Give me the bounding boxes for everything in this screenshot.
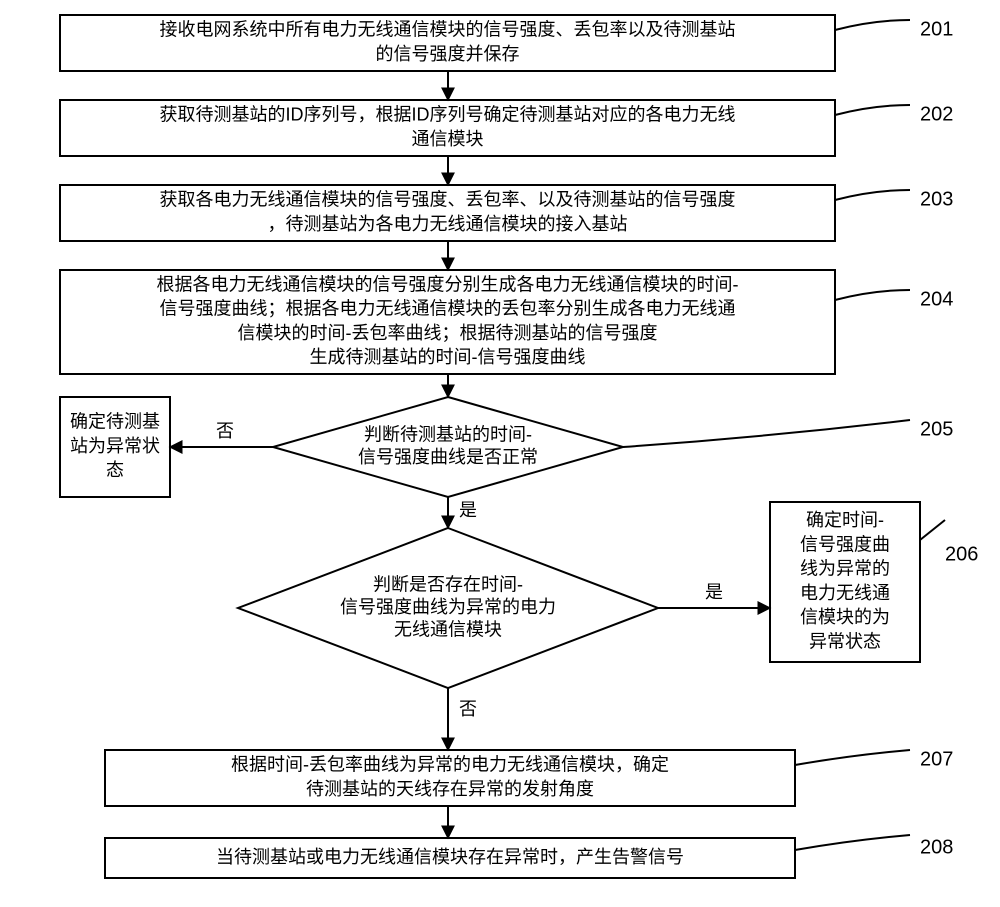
process-box-sb_right: 确定时间- 信号强度曲线为异常的电力无线通信模块的为异常状态 (770, 502, 920, 662)
box-line: 根据时间-丢包率曲线为异常的电力无线通信模块，确定 (231, 755, 669, 775)
process-box-b208: 当待测基站或电力无线通信模块存在异常时，产生告警信号 (105, 838, 795, 878)
decision-d205: 判断待测基站的时间-信号强度曲线是否正常 (273, 397, 623, 497)
process-box-b202: 获取待测基站的ID序列号，根据ID序列号确定待测基站对应的各电力无线通信模块 (60, 100, 835, 156)
box-line: 信号强度曲线；根据各电力无线通信模块的丢包率分别生成各电力无线通 (160, 299, 736, 319)
diamond-line: 无线通信模块 (394, 619, 502, 639)
ref-number: 206 (945, 543, 978, 565)
ref-number: 203 (920, 188, 953, 210)
ref-number: 202 (920, 103, 953, 125)
ref-b208: 208 (795, 835, 953, 858)
ref-b201: 201 (835, 18, 953, 40)
process-box-b207: 根据时间-丢包率曲线为异常的电力无线通信模块，确定待测基站的天线存在异常的发射角… (105, 750, 795, 806)
diamond-line: 信号强度曲线是否正常 (358, 447, 538, 467)
edge-label: 否 (216, 421, 234, 441)
decision-d206: 判断是否存在时间- 信号强度曲线为异常的电力无线通信模块 (238, 528, 658, 688)
box-line: 态 (106, 460, 124, 480)
box-line: 线为异常的 (800, 559, 890, 579)
diamond-line: 判断是否存在时间- (373, 574, 523, 594)
box-line: 待测基站的天线存在异常的发射角度 (306, 779, 594, 799)
box-line: 确定时间- (806, 510, 884, 530)
box-line: 根据各电力无线通信模块的信号强度分别生成各电力无线通信模块的时间- (157, 274, 739, 294)
box-line: 信号强度曲 (800, 534, 890, 554)
box-line: 通信模块 (412, 129, 484, 149)
box-line: 电力无线通 (800, 583, 890, 603)
diamond-line: 判断待测基站的时间- (364, 425, 532, 445)
ref-number: 207 (920, 748, 953, 770)
process-box-b203: 获取各电力无线通信模块的信号强度、丢包率、以及待测基站的信号强度 ，待测基站为各电… (60, 185, 835, 241)
ref-b202: 202 (835, 103, 953, 125)
ref-b207: 207 (795, 748, 953, 770)
process-box-sb_left: 确定待测基站为异常状态 (60, 397, 170, 497)
ref-b203: 203 (835, 188, 953, 210)
diamond-line: 信号强度曲线为异常的电力 (340, 597, 556, 617)
edge-label: 是 (459, 500, 477, 520)
edge-5: 否 (170, 421, 273, 447)
box-line: 当待测基站或电力无线通信模块存在异常时，产生告警信号 (216, 847, 684, 867)
ref-number: 205 (920, 418, 953, 440)
ref-b204: 204 (835, 288, 953, 310)
box-line: 信模块的为 (800, 607, 890, 627)
ref-sb_right: 206 (920, 520, 978, 565)
edge-label: 否 (459, 699, 477, 719)
box-line: 站为异常状 (70, 436, 160, 456)
box-line: ，待测基站为各电力无线通信模块的接入基站 (268, 214, 628, 234)
box-line: 异常状态 (809, 632, 881, 652)
edge-6: 是 (658, 582, 770, 608)
box-line: 的信号强度并保存 (376, 44, 520, 64)
edge-4: 是 (448, 497, 477, 528)
box-line: 接收电网系统中所有电力无线通信模块的信号强度、丢包率以及待测基站 (160, 20, 736, 40)
ref-number: 208 (920, 836, 953, 858)
edge-7: 否 (448, 688, 477, 750)
edge-label: 是 (705, 582, 723, 602)
box-line: 生成待测基站的时间-信号强度曲线 (310, 347, 586, 367)
process-box-b204: 根据各电力无线通信模块的信号强度分别生成各电力无线通信模块的时间- 信号强度曲线；… (60, 270, 835, 374)
box-line: 确定待测基 (70, 411, 160, 431)
process-box-b201: 接收电网系统中所有电力无线通信模块的信号强度、丢包率以及待测基站的信号强度并保存 (60, 15, 835, 71)
box-line: 获取待测基站的ID序列号，根据ID序列号确定待测基站对应的各电力无线 (160, 105, 736, 125)
ref-d205: 205 (623, 418, 953, 447)
ref-number: 201 (920, 18, 953, 40)
ref-number: 204 (920, 288, 953, 310)
box-line: 信模块的时间-丢包率曲线；根据待测基站的信号强度 (238, 323, 658, 343)
box-line: 获取各电力无线通信模块的信号强度、丢包率、以及待测基站的信号强度 (160, 190, 736, 210)
